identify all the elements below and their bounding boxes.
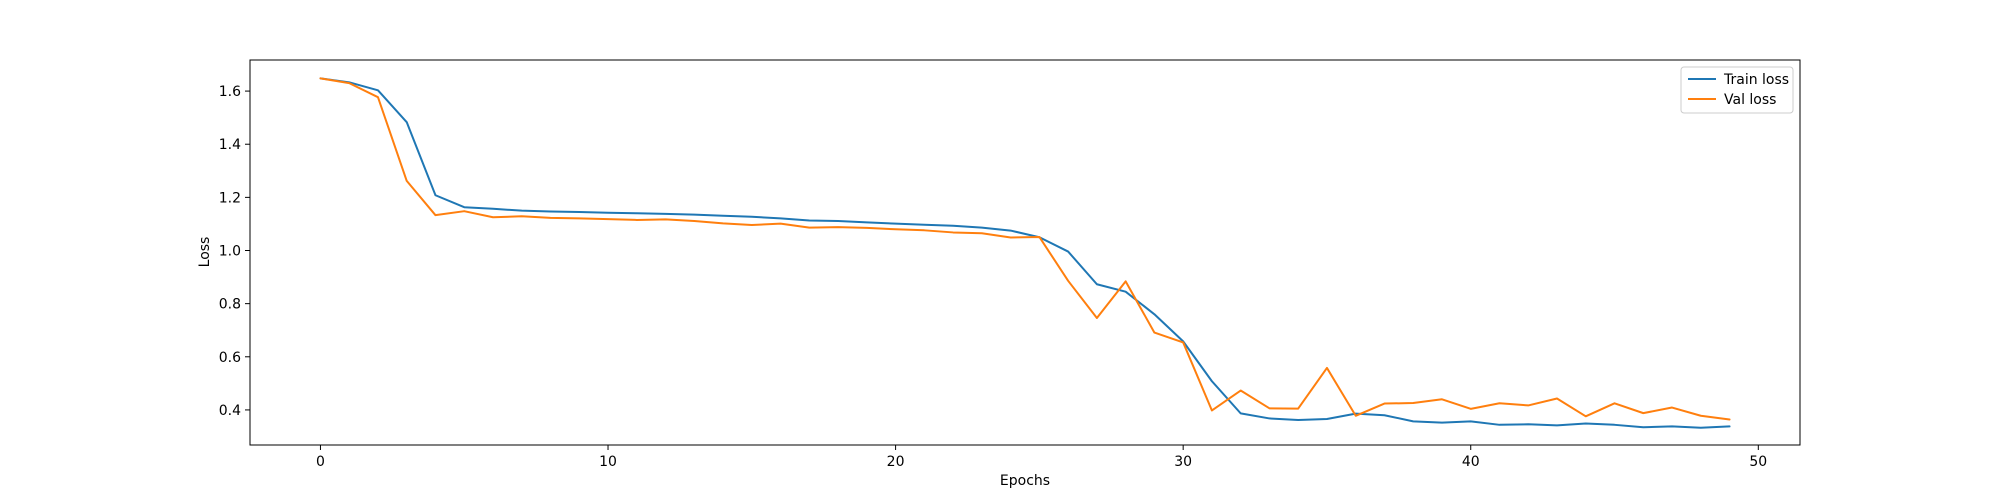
y-tick-label: 0.8 — [219, 297, 241, 313]
x-axis-ticks: 0 10 20 30 40 50 — [316, 445, 1767, 470]
plot-frame — [249, 59, 1801, 446]
x-tick-label: 20 — [887, 454, 905, 470]
x-tick-label: 50 — [1749, 454, 1767, 470]
series-line-train-loss — [319, 77, 1731, 429]
x-tick-label: 0 — [316, 454, 325, 470]
y-tick-label: 0.4 — [219, 403, 241, 419]
y-tick-label: 1.2 — [219, 190, 241, 206]
series-line-val-loss — [319, 77, 1731, 421]
legend-label-train: Train loss — [1723, 72, 1789, 88]
plot-lines — [319, 77, 1731, 429]
y-tick-label: 1.6 — [219, 84, 241, 100]
legend: Train loss Val loss — [1680, 66, 1794, 114]
x-tick-label: 10 — [599, 454, 617, 470]
y-tick-label: 1.4 — [219, 137, 241, 153]
legend-label-val: Val loss — [1724, 92, 1776, 108]
y-tick-label: 1.0 — [219, 244, 241, 260]
x-tick-label: 40 — [1462, 454, 1480, 470]
y-axis-label: Loss — [197, 237, 213, 268]
y-tick-label: 0.6 — [219, 350, 241, 366]
x-axis-label: Epochs — [1000, 473, 1050, 489]
x-tick-label: 30 — [1174, 454, 1192, 470]
y-axis-ticks: 0.4 0.6 0.8 1.0 1.2 1.4 1.6 — [219, 84, 250, 419]
